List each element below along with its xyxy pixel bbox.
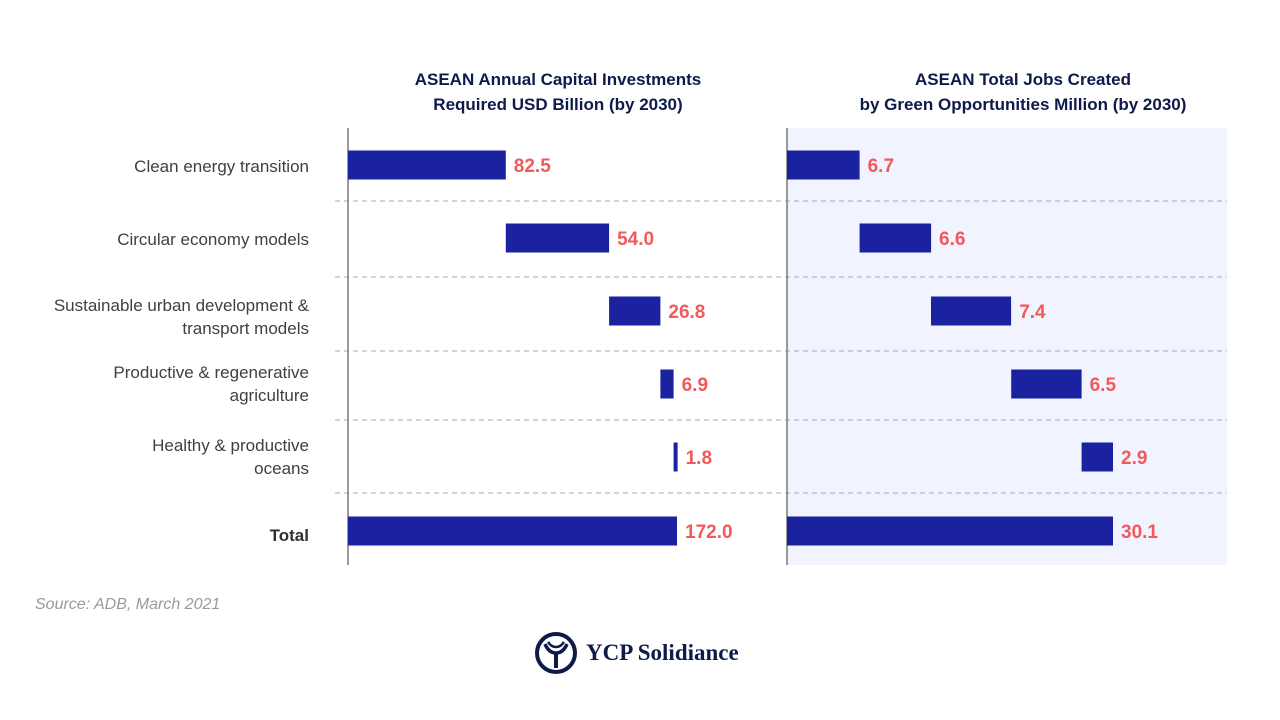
right-bar-4 — [1011, 369, 1082, 399]
right-value-label-1: 6.7 — [868, 156, 894, 177]
left-value-label-1: 82.5 — [514, 156, 551, 177]
category-label-line2: transport models — [182, 319, 309, 338]
left-value-label-5: 1.8 — [686, 448, 712, 469]
left-bar-4 — [660, 369, 674, 399]
right-value-label-6: 30.1 — [1121, 522, 1158, 543]
right-chart-title: ASEAN Total Jobs Created by Green Opport… — [823, 67, 1223, 117]
category-label-circular-economy: Circular economy models — [9, 228, 309, 251]
category-label-text: Circular economy models — [117, 230, 309, 249]
right-value-label-2: 6.6 — [939, 229, 965, 250]
right-chart-bars: 6.7 6.6 7.4 6.5 2.9 30.1 — [787, 150, 1158, 546]
source-note: Source: ADB, March 2021 — [35, 596, 221, 613]
category-label-line1: Sustainable urban development & — [53, 296, 309, 315]
left-bar-2 — [505, 223, 610, 253]
left-value-label-6: 172.0 — [685, 522, 733, 543]
category-label-text: Clean energy transition — [134, 157, 309, 176]
right-bar-3 — [931, 296, 1012, 326]
left-chart-bars: 82.5 54.0 26.8 6.9 1.8 172.0 — [348, 150, 733, 546]
row-separators — [335, 200, 1227, 494]
right-bar-2 — [859, 223, 932, 253]
left-title-line1: ASEAN Annual Capital Investments — [414, 70, 702, 89]
right-title-line2: by Green Opportunities Million (by 2030) — [859, 95, 1187, 114]
category-label-line2: agriculture — [229, 386, 309, 405]
left-bar-5 — [673, 442, 678, 472]
left-value-label-4: 6.9 — [682, 375, 708, 396]
right-title-line1: ASEAN Total Jobs Created — [914, 70, 1131, 89]
category-label-oceans: Healthy & productive oceans — [9, 434, 309, 480]
category-label-text: Total — [269, 526, 309, 545]
category-label-total: Total — [9, 524, 309, 547]
category-label-clean-energy: Clean energy transition — [9, 155, 309, 178]
left-title-line2: Required USD Billion (by 2030) — [433, 95, 683, 114]
logo-text: YCP Solidiance — [586, 640, 739, 665]
right-value-label-4: 6.5 — [1090, 375, 1117, 396]
left-bar-1 — [348, 150, 506, 180]
left-value-label-2: 54.0 — [617, 229, 654, 250]
left-chart-title: ASEAN Annual Capital Investments Require… — [378, 67, 738, 117]
right-bar-1 — [787, 150, 860, 180]
right-bar-6 — [787, 516, 1113, 546]
category-label-line1: Healthy & productive — [152, 436, 309, 455]
left-bar-3 — [609, 296, 661, 326]
right-value-label-5: 2.9 — [1121, 448, 1147, 469]
right-value-label-3: 7.4 — [1019, 302, 1046, 323]
left-bar-6 — [348, 516, 677, 546]
category-label-line1: Productive & regenerative — [113, 363, 309, 382]
right-panel-background — [787, 128, 1227, 565]
category-label-urban-transport: Sustainable urban development & transpor… — [9, 294, 309, 340]
category-label-line2: oceans — [254, 459, 309, 478]
ycp-emblem-icon — [535, 632, 577, 674]
company-logo: YCP Solidiance — [534, 631, 739, 675]
right-bar-5 — [1081, 442, 1113, 472]
left-value-label-3: 26.8 — [668, 302, 705, 323]
category-label-agriculture: Productive & regenerative agriculture — [9, 361, 309, 407]
